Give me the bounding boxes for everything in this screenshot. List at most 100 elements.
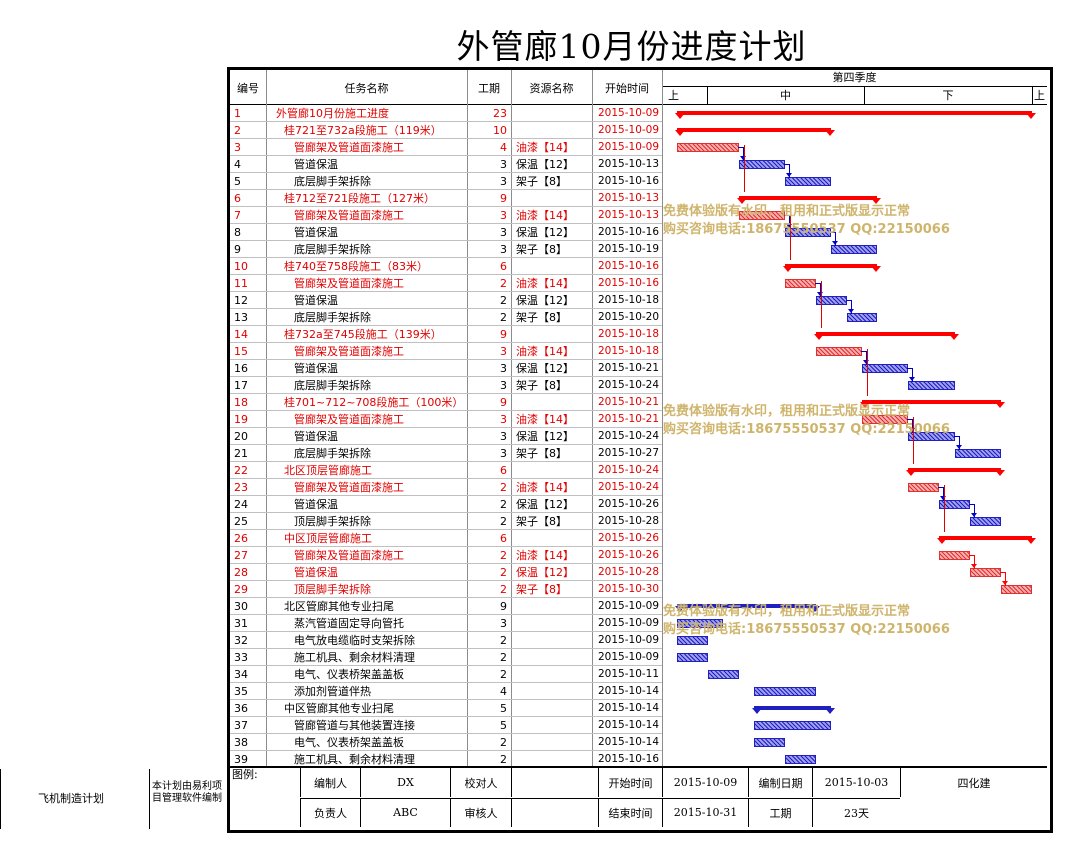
- task-no: 3: [234, 141, 241, 154]
- watermark-line1: 免费体验版有水印，租用和正式版显示正常: [663, 604, 911, 619]
- summary-bar-start-cap: [782, 266, 793, 272]
- task-resource: 保温【12】: [516, 226, 574, 239]
- task-no: 24: [234, 498, 248, 511]
- footer-checker-label: 校对人: [450, 768, 511, 797]
- row-rule: [230, 512, 662, 513]
- task-no: 10: [234, 260, 248, 273]
- footer-start-label: 开始时间: [598, 768, 662, 797]
- row-rule: [230, 699, 662, 700]
- link-arrow: [970, 564, 977, 568]
- task-duration: 5: [500, 719, 507, 732]
- summary-link: [743, 145, 745, 192]
- task-resource: 油漆【14】: [516, 345, 574, 358]
- task-name: 添加剂管道伴热: [294, 685, 371, 698]
- task-no: 37: [234, 719, 248, 732]
- task-name: 管廊架及管道面漆施工: [294, 549, 404, 562]
- task-start: 2015-10-21: [598, 396, 660, 408]
- task-duration: 2: [500, 753, 507, 766]
- task-no: 25: [234, 515, 248, 528]
- task-resource: 保温【12】: [516, 362, 574, 375]
- task-no: 39: [234, 753, 248, 766]
- task-resource: 架子【8】: [516, 515, 567, 528]
- task-bar: [815, 347, 863, 356]
- link-line: [912, 419, 914, 433]
- task-duration: 3: [500, 175, 507, 188]
- task-resource: [516, 717, 592, 734]
- link-arrow: [909, 377, 916, 381]
- task-name: 底层脚手架拆除: [294, 175, 371, 188]
- task-resource: 架子【8】: [516, 311, 567, 324]
- task-duration: 3: [500, 430, 507, 443]
- footer-reviewer: [511, 798, 598, 827]
- task-start: 2015-10-09: [598, 617, 660, 629]
- footer-company: 四化建: [900, 768, 1047, 797]
- period-divider: [1032, 87, 1033, 104]
- link-line: [912, 368, 914, 382]
- link-line: [830, 232, 837, 233]
- task-duration: 4: [500, 141, 507, 154]
- task-no: 26: [234, 532, 248, 545]
- row-rule: [230, 529, 662, 530]
- summary-bar: [754, 706, 832, 710]
- footer-reviewer-label: 审核人: [450, 798, 511, 827]
- link-line: [866, 351, 868, 365]
- link-line: [973, 504, 975, 518]
- task-resource: [516, 105, 592, 122]
- task-no: 34: [234, 668, 248, 681]
- row-rule: [230, 342, 662, 343]
- footer-editor: DX: [360, 768, 450, 797]
- task-name: 管廊架及管道面漆施工: [294, 209, 404, 222]
- summary-bar-end-cap: [871, 198, 882, 204]
- task-resource: [516, 258, 592, 275]
- task-duration: 2: [500, 566, 507, 579]
- task-no: 17: [234, 379, 248, 392]
- task-start: 2015-10-26: [598, 532, 660, 544]
- row-rule: [230, 614, 662, 615]
- task-start: 2015-10-21: [598, 413, 660, 425]
- task-duration: 9: [500, 192, 507, 205]
- row-rule: [230, 682, 662, 683]
- task-bar: [677, 619, 724, 628]
- task-bar: [784, 177, 832, 186]
- task-resource: 保温【12】: [516, 158, 574, 171]
- task-start: 2015-10-13: [598, 209, 660, 221]
- footer-dur-label: 工期: [748, 798, 812, 827]
- task-name: 北区顶层管廊施工: [284, 464, 372, 477]
- row-rule: [230, 444, 662, 445]
- task-duration: 2: [500, 277, 507, 290]
- task-name: 管廊管道与其他装置连接: [294, 719, 415, 732]
- link-line: [958, 436, 960, 450]
- link-line: [835, 232, 837, 246]
- summary-link: [789, 213, 791, 260]
- task-resource: 架子【8】: [516, 243, 567, 256]
- task-name: 底层脚手架拆除: [294, 447, 371, 460]
- link-line: [788, 215, 790, 229]
- link-line: [850, 300, 852, 314]
- link-line: [943, 487, 945, 501]
- row-rule: [230, 325, 662, 326]
- row-rule: [230, 223, 662, 224]
- task-no: 2: [234, 124, 241, 137]
- summary-bar-end-cap: [809, 606, 820, 612]
- column-rule: [592, 70, 593, 767]
- row-rule: [230, 716, 662, 717]
- side-divider: [149, 769, 150, 829]
- legend-label: 图例:: [232, 768, 258, 781]
- task-bar: [862, 364, 909, 373]
- footer-owner-label: 负责人: [300, 798, 360, 827]
- task-resource: 油漆【14】: [516, 481, 574, 494]
- row-rule: [230, 172, 662, 173]
- row-rule: [230, 240, 662, 241]
- link-line: [999, 572, 1006, 573]
- task-name: 管廊架及管道面漆施工: [294, 481, 404, 494]
- task-no: 38: [234, 736, 248, 749]
- task-name: 管廊架及管道面漆施工: [294, 345, 404, 358]
- task-duration: 3: [500, 226, 507, 239]
- link-arrow: [863, 360, 870, 364]
- task-bar: [954, 449, 1001, 458]
- task-duration: 3: [500, 209, 507, 222]
- footer-editor-label: 编制人: [300, 768, 360, 797]
- link-arrow: [816, 292, 823, 296]
- task-no: 27: [234, 549, 248, 562]
- link-line: [907, 419, 914, 420]
